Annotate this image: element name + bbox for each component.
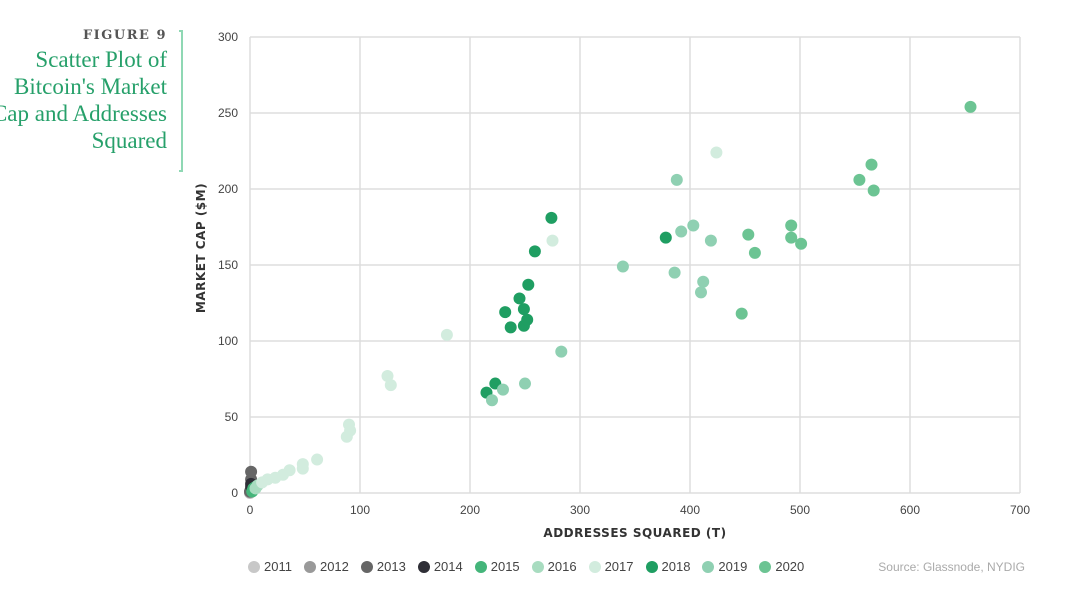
data-point-2019 [687, 219, 700, 232]
y-tick-label: 300 [218, 30, 238, 44]
data-point-2019 [670, 173, 683, 186]
legend-label: 2011 [264, 559, 292, 574]
x-tick-label: 100 [350, 503, 370, 517]
legend: 2011 2012 2013 2014 2015 2016 2017 2018 2019 2020 [248, 559, 804, 574]
data-point-2019 [486, 394, 498, 407]
y-tick-label: 50 [225, 410, 239, 424]
data-point-2020 [795, 237, 808, 250]
data-point-2019 [697, 275, 710, 288]
legend-item-2016: 2016 [531, 559, 577, 574]
grid [249, 36, 1021, 494]
data-point-2019 [519, 377, 531, 390]
legend-item-2017: 2017 [588, 559, 634, 574]
data-point-2019 [668, 266, 681, 279]
legend-label: 2015 [490, 559, 520, 574]
data-point-2020 [865, 158, 878, 171]
y-tick-label: 250 [218, 106, 238, 120]
legend-item-2011: 2011 [248, 559, 292, 574]
data-point-2017 [710, 146, 723, 159]
data-point-2018 [504, 321, 517, 334]
legend-item-2013: 2013 [360, 559, 406, 574]
data-point-2018 [517, 303, 530, 316]
data-point-2019 [555, 345, 568, 358]
legend-item-2020: 2020 [759, 559, 804, 574]
data-points [244, 100, 977, 499]
data-point-2018 [499, 306, 512, 319]
data-point-2019 [497, 383, 509, 396]
legend-label: 2018 [661, 559, 691, 574]
data-point-2020 [867, 184, 880, 197]
x-tick-label: 700 [1010, 503, 1030, 517]
y-tick-label: 0 [231, 486, 238, 500]
legend-swatch [303, 560, 316, 573]
legend-item-2018: 2018 [645, 559, 691, 574]
y-tick-label: 100 [218, 334, 238, 348]
data-point-2017 [296, 458, 309, 471]
data-point-2019 [616, 260, 629, 273]
data-point-2019 [695, 286, 707, 299]
data-point-2019 [675, 225, 688, 238]
tick-labels: 0 50 100 150 200 250 300 0 100 200 300 400 500 600 700 [218, 30, 1030, 517]
y-axis-label: MARKET CAP ($M) [194, 183, 208, 313]
data-point-2018 [545, 211, 558, 224]
legend-swatch [702, 560, 715, 573]
legend-swatch [531, 560, 544, 573]
x-tick-label: 400 [680, 503, 700, 517]
title-divider [179, 30, 183, 172]
x-tick-label: 300 [570, 503, 590, 517]
legend-swatch [417, 560, 430, 573]
legend-swatch [248, 560, 260, 573]
chart-title: Scatter Plot of Bitcoin's Market Cap and… [0, 47, 167, 153]
data-point-2018 [522, 278, 535, 291]
x-tick-label: 200 [460, 503, 480, 517]
data-point-2020 [964, 100, 977, 113]
data-point-2019 [704, 234, 717, 247]
legend-item-2012: 2012 [303, 559, 349, 574]
figure-label: FIGURE 9 [82, 28, 167, 43]
legend-label: 2017 [604, 559, 634, 574]
y-tick-label: 150 [218, 258, 238, 272]
legend-label: 2016 [547, 559, 577, 574]
legend-label: 2014 [433, 559, 463, 574]
data-point-2017 [311, 453, 324, 466]
data-point-2018 [659, 231, 672, 244]
legend-item-2014: 2014 [417, 559, 463, 574]
legend-swatch [588, 560, 601, 573]
data-point-2017 [384, 379, 397, 392]
data-point-2017 [381, 369, 394, 382]
data-point-2018 [528, 245, 541, 258]
legend-label: 2013 [376, 559, 406, 574]
legend-label: 2020 [775, 559, 805, 574]
legend-label: 2012 [319, 559, 349, 574]
data-point-2020 [735, 307, 748, 320]
x-tick-label: 0 [247, 503, 254, 517]
data-point-2017 [343, 418, 355, 431]
legend-swatch [645, 560, 658, 573]
data-point-2020 [742, 228, 755, 241]
legend-swatch [759, 560, 772, 573]
data-point-2018 [513, 292, 526, 305]
data-point-2017 [546, 234, 559, 247]
x-tick-label: 500 [790, 503, 810, 517]
legend-item-2019: 2019 [702, 559, 747, 574]
data-point-2018 [521, 313, 534, 326]
x-tick-label: 600 [900, 503, 920, 517]
data-point-2020 [785, 231, 798, 244]
legend-swatch [474, 560, 487, 573]
data-point-2017 [440, 328, 453, 341]
x-axis-label: ADDRESSES SQUARED (T) [543, 526, 726, 540]
legend-item-2015: 2015 [474, 559, 520, 574]
y-tick-label: 200 [218, 182, 238, 196]
data-point-2017 [283, 464, 296, 477]
data-point-2020 [785, 219, 798, 232]
source-note: Source: Glassnode, NYDIG [878, 560, 1025, 574]
data-point-2020 [853, 173, 866, 186]
legend-swatch [360, 560, 373, 573]
legend-label: 2019 [718, 559, 748, 574]
data-point-2020 [748, 246, 761, 259]
